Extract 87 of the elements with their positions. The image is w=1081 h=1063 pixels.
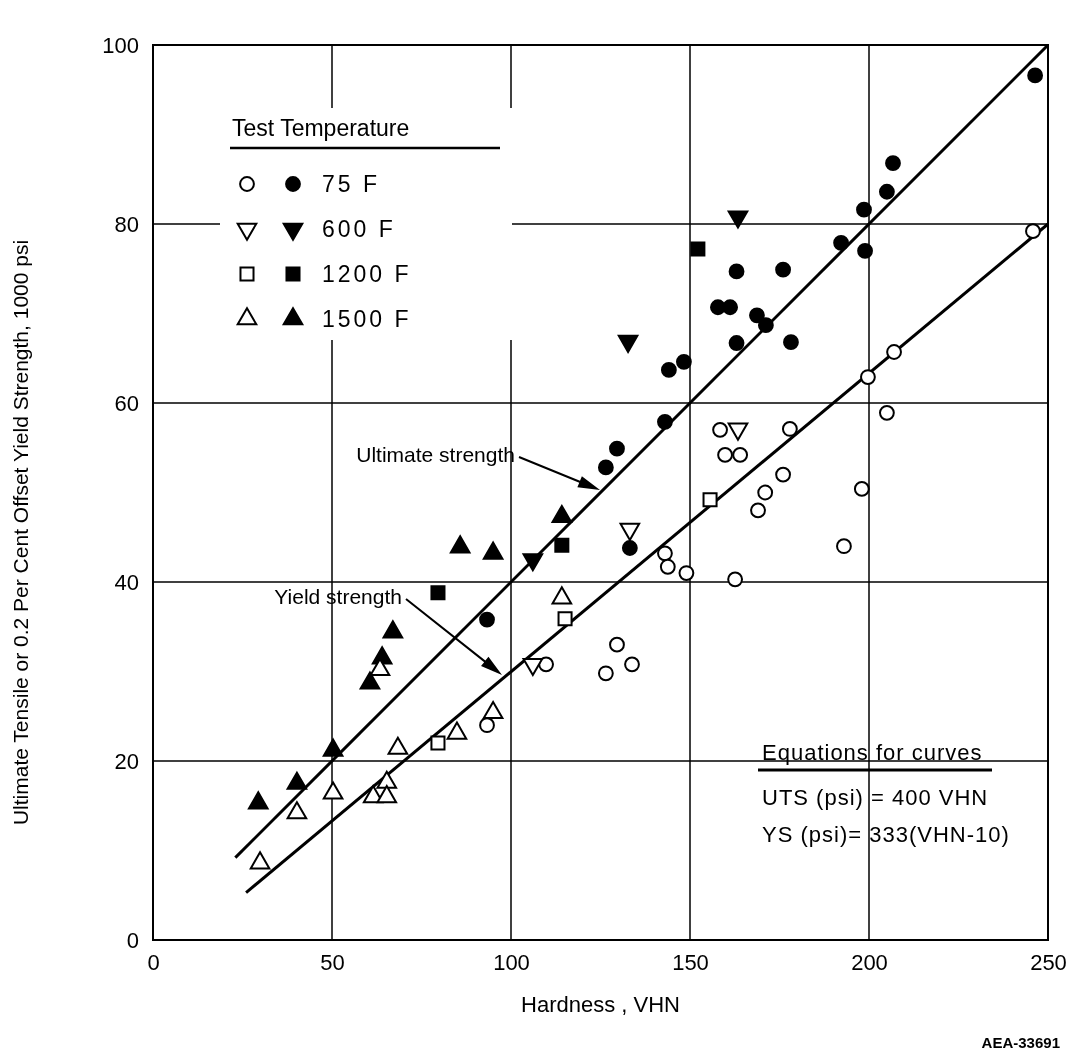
text: AEA-33691 xyxy=(981,1034,1060,1051)
point xyxy=(322,781,344,800)
point xyxy=(728,263,745,280)
point xyxy=(376,770,398,789)
point xyxy=(660,361,677,378)
point xyxy=(1025,223,1041,240)
point xyxy=(717,447,733,463)
legend-label: 600 F xyxy=(322,216,396,242)
point xyxy=(781,421,798,437)
point xyxy=(551,586,573,605)
point xyxy=(286,801,308,820)
point xyxy=(712,421,728,438)
point xyxy=(757,317,774,334)
point xyxy=(621,540,638,556)
point xyxy=(247,791,269,810)
point xyxy=(676,353,692,370)
point xyxy=(609,440,625,457)
point xyxy=(387,736,409,755)
point xyxy=(886,344,902,360)
point xyxy=(775,261,791,278)
point xyxy=(482,541,504,560)
point xyxy=(657,413,673,430)
y-tick-label: 60 xyxy=(114,390,139,416)
point xyxy=(446,721,468,740)
annotation: Equations for curves xyxy=(762,740,983,765)
legend-label: 1500 F xyxy=(322,306,412,332)
legend-title: Test Temperature xyxy=(232,115,410,141)
point xyxy=(359,671,381,690)
y-tick-label: 20 xyxy=(114,748,139,774)
point xyxy=(449,535,471,554)
point xyxy=(551,504,573,524)
point xyxy=(833,234,849,251)
x-tick-label: 150 xyxy=(672,949,709,975)
y-tick-label: 100 xyxy=(102,32,139,58)
y-tick-label: 40 xyxy=(114,569,139,595)
point xyxy=(597,665,614,682)
point xyxy=(609,636,625,653)
point xyxy=(860,369,876,385)
point xyxy=(727,571,744,588)
point xyxy=(657,545,673,562)
point xyxy=(853,481,870,497)
point xyxy=(624,656,640,673)
point xyxy=(376,785,398,804)
point xyxy=(702,492,718,508)
point xyxy=(749,307,765,324)
point xyxy=(678,565,695,581)
point xyxy=(249,851,271,870)
point xyxy=(775,466,791,483)
point xyxy=(836,538,852,555)
point xyxy=(750,502,766,519)
point xyxy=(878,183,895,200)
y-axis-title: Ultimate Tensile or 0.2 Per Cent Offset Yield Strength, 1000 psi xyxy=(9,239,32,826)
y-tick-label: 0 xyxy=(126,927,139,953)
point xyxy=(482,700,504,720)
legend-label: 1200 F xyxy=(322,261,412,287)
legend-label: 75 F xyxy=(322,171,381,197)
x-tick-label: 0 xyxy=(147,949,160,975)
x-axis-title: Hardness , VHN xyxy=(521,992,680,1017)
point xyxy=(597,459,614,476)
point xyxy=(430,585,446,601)
point xyxy=(659,558,676,575)
x-tick-label: 50 xyxy=(320,949,345,975)
point xyxy=(857,242,873,259)
point xyxy=(732,447,749,463)
x-tick-label: 200 xyxy=(851,949,888,975)
point xyxy=(554,537,570,553)
x-tick-label: 250 xyxy=(1030,949,1067,975)
y-tick-label: 80 xyxy=(114,211,139,237)
annotation: YS (psi)= 333(VHN-10) xyxy=(762,822,1010,847)
point xyxy=(479,717,495,734)
point xyxy=(430,735,446,751)
point xyxy=(286,771,308,790)
point xyxy=(722,299,739,316)
point xyxy=(479,611,495,628)
point xyxy=(885,155,901,172)
x-tick-label: 100 xyxy=(493,949,530,975)
point xyxy=(557,611,573,627)
point xyxy=(728,335,745,351)
point xyxy=(382,620,404,639)
point xyxy=(783,334,799,351)
point xyxy=(690,241,706,257)
point xyxy=(757,484,774,501)
annotation: UTS (psi) = 400 VHN xyxy=(762,785,989,810)
point xyxy=(856,201,872,218)
point xyxy=(1027,67,1044,84)
point xyxy=(878,404,895,421)
point xyxy=(322,738,344,757)
